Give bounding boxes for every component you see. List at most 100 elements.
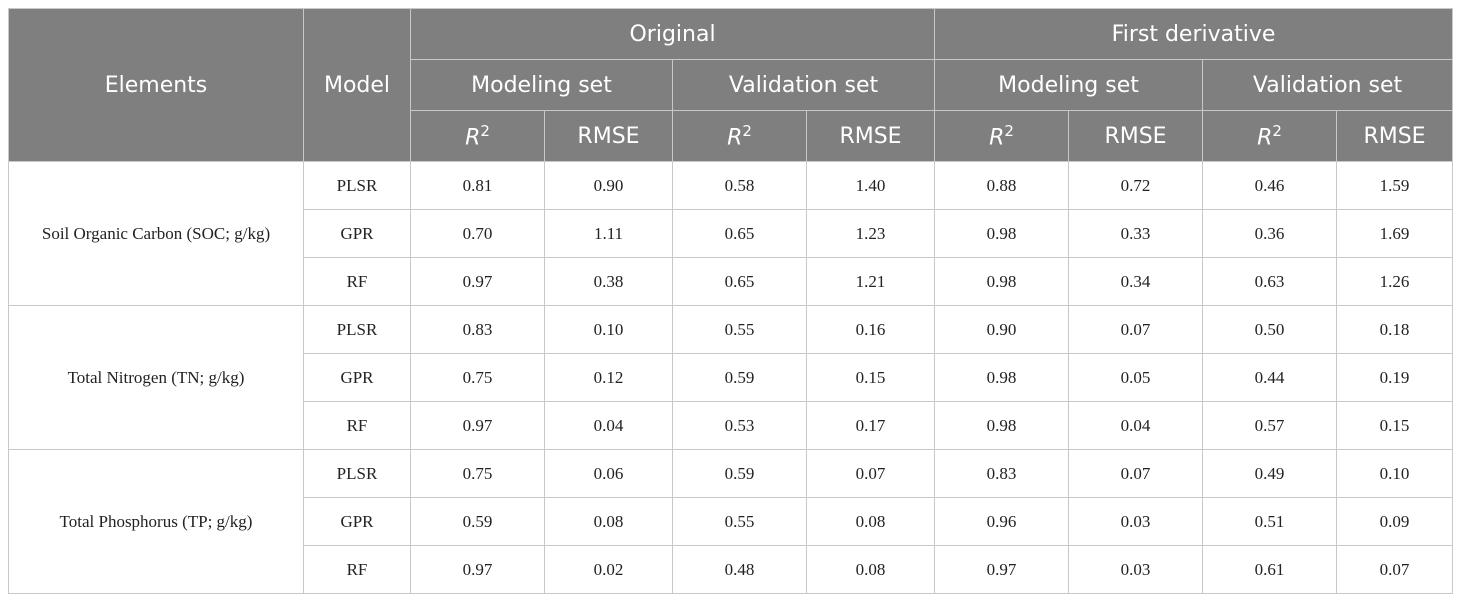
value-cell: 0.15 [1336, 401, 1454, 450]
value-cell: 0.51 [1202, 497, 1338, 546]
model-cell: RF [303, 545, 411, 594]
value-cell: 0.59 [672, 353, 807, 402]
element-cell: Soil Organic Carbon (SOC; g/kg) [8, 161, 304, 306]
header-cell: RMSE [1336, 110, 1454, 162]
value-cell: 0.65 [672, 209, 807, 258]
value-cell: 0.12 [544, 353, 673, 402]
table-row: RF 0.97 0.38 0.65 1.21 0.98 0.34 0.63 1.26 [9, 257, 1454, 306]
model-cell: PLSR [303, 161, 411, 210]
value-cell: 1.26 [1336, 257, 1454, 306]
metric-label: RMSE [839, 123, 902, 149]
table-row: GPR 0.59 0.08 0.55 0.08 0.96 0.03 0.51 0.09 [9, 497, 1454, 546]
table-row: Soil Organic Carbon (SOC; g/kg) PLSR 0.81 0… [8, 161, 1454, 306]
header-cell: First derivative [934, 8, 1454, 60]
value-cell: 0.34 [1068, 257, 1204, 306]
value-cell: 0.72 [1068, 161, 1204, 210]
header-row: R2 RMSE R2 RMSE R2 RMSE R2 RMSE [9, 110, 1454, 162]
value-cell: 0.15 [805, 353, 936, 402]
value-cell: 0.75 [410, 449, 545, 498]
value-cell: 1.59 [1336, 161, 1454, 210]
value-cell: 0.07 [1068, 305, 1204, 354]
model-cell: GPR [303, 209, 411, 258]
value-cell: 1.40 [805, 161, 936, 210]
value-cell: 0.08 [544, 497, 673, 546]
value-cell: 0.97 [410, 401, 545, 450]
value-cell: 0.08 [805, 497, 936, 546]
value-cell: 0.65 [672, 257, 807, 306]
value-cell: 0.90 [544, 161, 673, 210]
value-cell: 0.36 [1202, 209, 1338, 258]
value-cell: 0.02 [544, 545, 673, 594]
value-cell: 1.69 [1336, 209, 1454, 258]
value-cell: 0.17 [805, 401, 936, 450]
value-cell: 0.88 [934, 161, 1070, 210]
value-cell: 0.07 [1336, 545, 1454, 594]
value-cell: 0.49 [1202, 449, 1338, 498]
metric-symbol: R [465, 125, 481, 151]
value-cell: 0.70 [410, 209, 545, 258]
header-cell: Modeling set [934, 59, 1204, 111]
value-cell: 0.53 [672, 401, 807, 450]
header-cell: Validation set [1202, 59, 1454, 111]
metric-symbol: R [727, 125, 743, 151]
value-cell: 0.06 [544, 449, 673, 498]
header-cell: R2 [410, 110, 545, 162]
value-cell: 0.83 [934, 449, 1070, 498]
value-cell: 0.59 [410, 497, 545, 546]
element-label: Total Nitrogen (TN; g/kg) [67, 367, 245, 387]
value-cell: 0.10 [1336, 449, 1454, 498]
element-cell: Total Nitrogen (TN; g/kg) [8, 305, 304, 450]
value-cell: 0.44 [1202, 353, 1338, 402]
value-cell: 0.98 [934, 257, 1070, 306]
metric-label: RMSE [1363, 123, 1426, 149]
value-cell: 0.97 [934, 545, 1070, 594]
value-cell: 0.55 [672, 305, 807, 354]
header-cell: Elements [8, 8, 304, 162]
metric-symbol: R [989, 125, 1005, 151]
value-cell: 0.83 [410, 305, 545, 354]
metric-label: RMSE [1104, 123, 1167, 149]
value-cell: 0.98 [934, 353, 1070, 402]
header-row: Modeling set Validation set Modeling set… [9, 59, 1454, 111]
table-row: Total Phosphorus (TP; g/kg) PLSR 0.75 0.06 0… [8, 449, 1454, 594]
value-cell: 0.97 [410, 545, 545, 594]
header-cell: R2 [934, 110, 1070, 162]
table-row: Total Nitrogen (TN; g/kg) PLSR 0.83 0.10 0.5… [8, 305, 1454, 450]
header-cell: Validation set [671, 59, 936, 111]
table-row: GPR 0.75 0.12 0.59 0.15 0.98 0.05 0.44 0.19 [9, 353, 1454, 402]
value-cell: 0.97 [410, 257, 545, 306]
value-cell: 0.81 [410, 161, 545, 210]
element-label: Soil Organic Carbon (SOC; g/kg) [41, 223, 271, 243]
table-row: GPR 0.70 1.11 0.65 1.23 0.98 0.33 0.36 1.69 [9, 209, 1454, 258]
metric-label: RMSE [577, 123, 640, 149]
value-cell: 0.75 [410, 353, 545, 402]
value-cell: 0.48 [672, 545, 807, 594]
value-cell: 0.46 [1202, 161, 1338, 210]
model-cell: GPR [303, 497, 411, 546]
value-cell: 0.61 [1202, 545, 1338, 594]
value-cell: 0.07 [1068, 449, 1204, 498]
value-cell: 0.04 [544, 401, 673, 450]
table-body: Soil Organic Carbon (SOC; g/kg) PLSR 0.81 0… [8, 161, 1454, 594]
value-cell: 0.90 [934, 305, 1070, 354]
value-cell: 0.03 [1068, 497, 1204, 546]
metric-superscript: 2 [1272, 121, 1282, 140]
value-cell: 0.09 [1336, 497, 1454, 546]
value-cell: 0.59 [672, 449, 807, 498]
value-cell: 1.23 [805, 209, 936, 258]
header-cell: R2 [672, 110, 807, 162]
metric-superscript: 2 [480, 121, 490, 140]
metric-symbol: R [1257, 125, 1273, 151]
value-cell: 0.05 [1068, 353, 1204, 402]
value-cell: 1.11 [544, 209, 673, 258]
header-cell: RMSE [805, 110, 936, 162]
header-cell: RMSE [1068, 110, 1204, 162]
value-cell: 0.03 [1068, 545, 1204, 594]
value-cell: 0.57 [1202, 401, 1338, 450]
value-cell: 0.55 [672, 497, 807, 546]
value-cell: 0.10 [544, 305, 673, 354]
header-cell: Original [409, 8, 936, 60]
model-cell: GPR [303, 353, 411, 402]
header-cell: RMSE [544, 110, 673, 162]
